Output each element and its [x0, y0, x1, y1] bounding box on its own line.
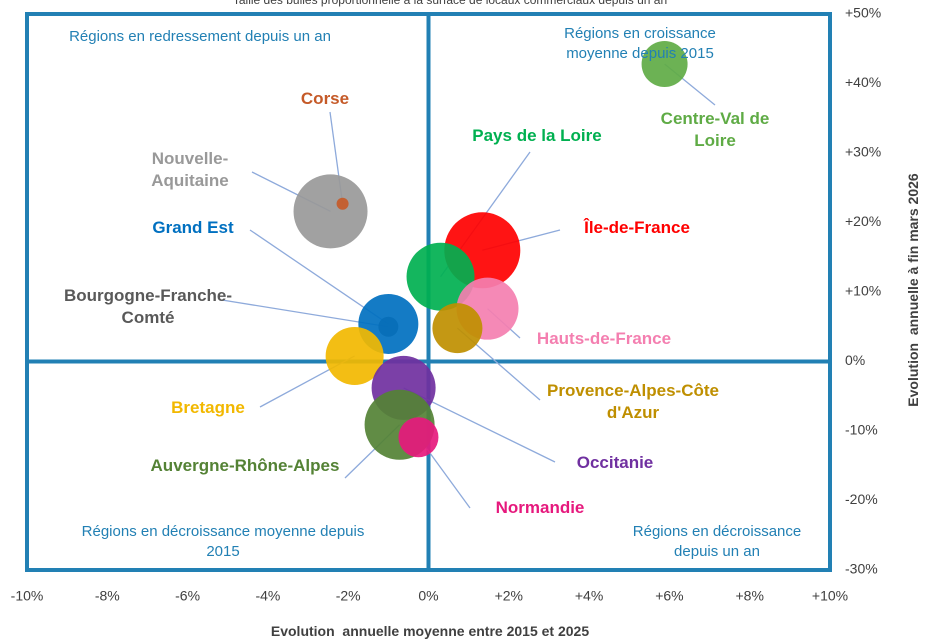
y-tick-label: -30% [845, 561, 878, 577]
y-tick-label: +10% [845, 283, 881, 299]
bubble-label: Pays de la Loire [472, 126, 602, 145]
bubble-label: Normandie [495, 498, 585, 517]
y-tick-label: +50% [845, 5, 881, 21]
x-tick-label: 0% [418, 588, 438, 604]
bubble-label: Auvergne-Rhône-Alpes [150, 456, 340, 475]
quadrant-note: Régions en décroissance depuis un an [632, 523, 802, 560]
x-tick-label: +6% [655, 588, 683, 604]
bubble-label: Hauts-de-France [536, 329, 672, 348]
quadrant-note: Régions en décroissance moyenne depuis 2… [81, 523, 365, 560]
x-tick-label: +10% [812, 588, 848, 604]
y-tick-label: -10% [845, 422, 878, 438]
bubble-label: Nouvelle-Aquitaine [151, 149, 229, 191]
x-tick-label: +2% [495, 588, 523, 604]
bubble-label: Corse [300, 89, 350, 108]
bubble [336, 197, 349, 210]
bubble-label: Grand Est [152, 218, 234, 237]
y-tick-label: +30% [845, 144, 881, 160]
x-tick-label: -2% [336, 588, 361, 604]
x-tick-label: +8% [735, 588, 763, 604]
y-tick-label: -20% [845, 491, 878, 507]
bubble [325, 326, 384, 385]
x-tick-label: -6% [175, 588, 200, 604]
x-tick-label: -10% [11, 588, 44, 604]
quadrant-note: Régions en redressement depuis un an [69, 28, 331, 45]
bubble-label: Bourgogne-Franche-Comté [63, 286, 233, 328]
bubble [406, 242, 475, 311]
bubble [641, 41, 688, 88]
bubble-label: Centre-Val de Loire [660, 109, 770, 151]
y-tick-label: +40% [845, 74, 881, 90]
x-tick-label: -8% [95, 588, 120, 604]
bubble [398, 417, 439, 458]
x-tick-label: -4% [255, 588, 280, 604]
subtitle: Taille des bulles proportionnelle à la s… [233, 0, 667, 7]
bubble [293, 174, 368, 249]
y-tick-label: 0% [845, 352, 865, 368]
quadrant-note: Régions en croissance moyenne depuis 201… [564, 25, 716, 62]
y-tick-label: +20% [845, 213, 881, 229]
bubble [432, 303, 483, 354]
x-tick-label: +4% [575, 588, 603, 604]
bubble-label: Bretagne [171, 398, 245, 417]
x-axis-title: Evolution annuelle moyenne entre 2015 et… [270, 623, 590, 639]
bubble-label: Occitanie [576, 453, 654, 472]
bubble-label: Provence-Alpes-Côte d'Azur [547, 381, 719, 423]
bubble-label: Île-de-France [584, 218, 690, 237]
y-axis-title: Evolution annuelle à fin mars 2026 [905, 173, 921, 407]
